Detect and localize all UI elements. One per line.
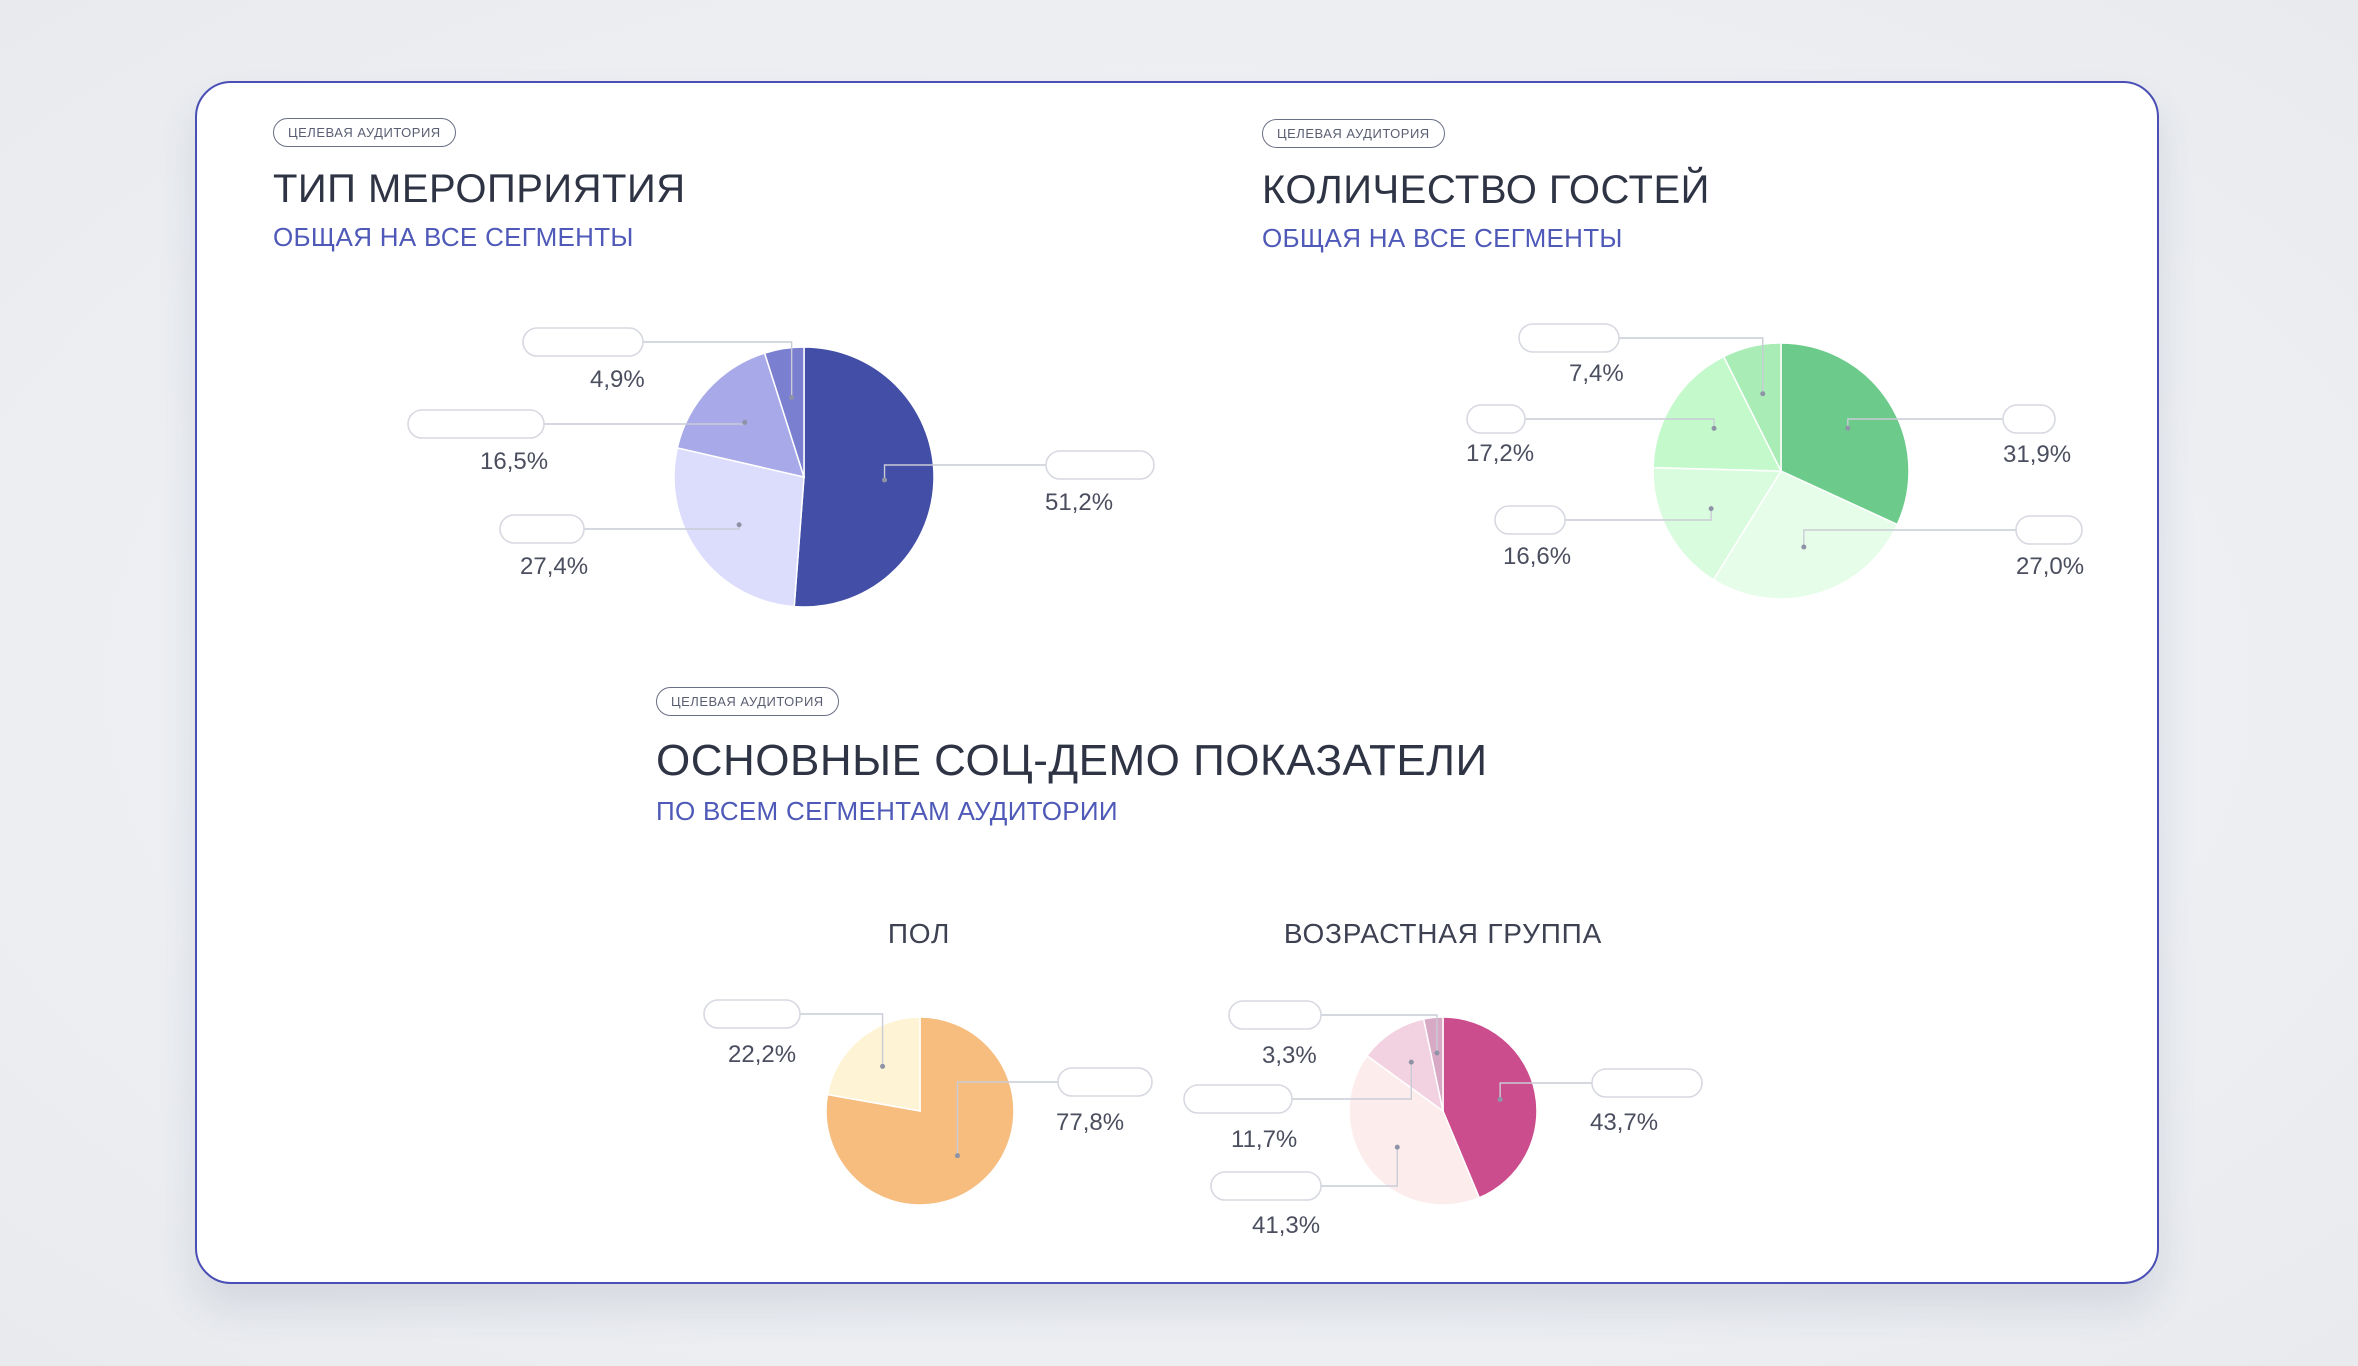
event-type-subtitle: ОБЩАЯ НА ВСЕ СЕГМЕНТЫ bbox=[273, 222, 634, 252]
socdemo-title: ОСНОВНЫЕ СОЦ-ДЕМО ПОКАЗАТЕЛИ bbox=[656, 736, 1488, 785]
socdemo-header: ЦЕЛЕВАЯ АУДИТОРИЯ ОСНОВНЫЕ СОЦ-ДЕМО ПОКА… bbox=[656, 687, 1488, 827]
gender-chart-heading: ПОЛ bbox=[887, 918, 951, 949]
socdemo-subtitle: ПО ВСЕМ СЕГМЕНТАМ АУДИТОРИИ bbox=[656, 796, 1118, 826]
age-chart-heading: ВОЗРАСТНАЯ ГРУППА bbox=[1283, 918, 1603, 949]
event-type-header: ЦЕЛЕВАЯ АУДИТОРИЯ ТИП МЕРОПРИЯТИЯ ОБЩАЯ … bbox=[273, 118, 686, 253]
guest-count-subtitle: ОБЩАЯ НА ВСЕ СЕГМЕНТЫ bbox=[1262, 223, 1623, 253]
target-audience-badge: ЦЕЛЕВАЯ АУДИТОРИЯ bbox=[656, 687, 839, 716]
target-audience-badge: ЦЕЛЕВАЯ АУДИТОРИЯ bbox=[273, 118, 456, 147]
guest-count-header: ЦЕЛЕВАЯ АУДИТОРИЯ КОЛИЧЕСТВО ГОСТЕЙ ОБЩА… bbox=[1262, 119, 1710, 254]
guest-count-title: КОЛИЧЕСТВО ГОСТЕЙ bbox=[1262, 168, 1710, 212]
target-audience-badge: ЦЕЛЕВАЯ АУДИТОРИЯ bbox=[1262, 119, 1445, 148]
content-card bbox=[195, 81, 2159, 1284]
event-type-title: ТИП МЕРОПРИЯТИЯ bbox=[273, 167, 686, 211]
